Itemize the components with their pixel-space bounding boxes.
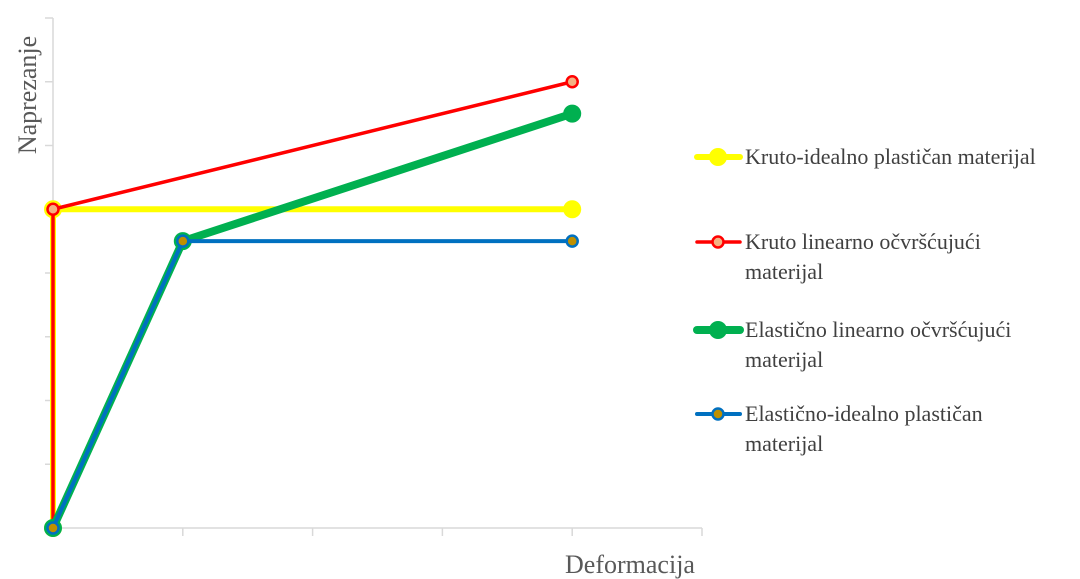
- legend: Kruto-idealno plastičan materijal Kruto l…: [693, 144, 1036, 456]
- data-point: [176, 234, 190, 248]
- x-axis-label: Deformacija: [565, 550, 695, 579]
- legend-label: materijal: [745, 431, 823, 456]
- legend-label: Elastično linearno očvršćujući: [745, 317, 1011, 342]
- data-point: [565, 75, 579, 89]
- axes: [45, 17, 703, 536]
- data-point: [563, 200, 582, 219]
- legend-label: materijal: [745, 347, 823, 372]
- legend-entry-elasticno-idealno-plastican: Elastično-idealno plastičan materijal: [695, 401, 983, 456]
- series-line: [49, 109, 577, 532]
- legend-entry-kruto-linearno-ocvrscujuci: Kruto linearno očvršćujući materijal: [695, 229, 981, 284]
- legend-label: Elastično-idealno plastičan: [745, 401, 983, 426]
- legend-label: Kruto linearno očvršćujući: [745, 229, 981, 254]
- series-elasticno-linearno-ocvrscujuci: [44, 104, 582, 537]
- legend-entry-kruto-idealno-plastican: Kruto-idealno plastičan materijal: [694, 144, 1036, 169]
- series-elasticno-idealno-plastican: [46, 234, 579, 535]
- legend-entry-elasticno-linearno-ocvrscujuci: Elastično linearno očvršćujući materijal: [693, 317, 1011, 372]
- data-point: [46, 202, 60, 216]
- legend-label: Kruto-idealno plastičan materijal: [745, 144, 1036, 169]
- data-point: [46, 521, 60, 535]
- data-point: [565, 234, 579, 248]
- legend-swatch-marker: [711, 235, 725, 249]
- legend-swatch-marker: [711, 407, 725, 421]
- series-kruto-linearno-ocvrscujuci: [46, 75, 579, 535]
- legend-swatch-marker: [709, 321, 727, 339]
- series-line: [51, 239, 575, 530]
- legend-swatch-marker: [709, 148, 727, 166]
- legend-label: materijal: [745, 259, 823, 284]
- y-axis-label: Naprezanje: [13, 36, 42, 154]
- data-point: [563, 104, 582, 123]
- series-layer: [44, 75, 582, 537]
- series-line: [50, 206, 576, 531]
- series-line: [51, 80, 574, 530]
